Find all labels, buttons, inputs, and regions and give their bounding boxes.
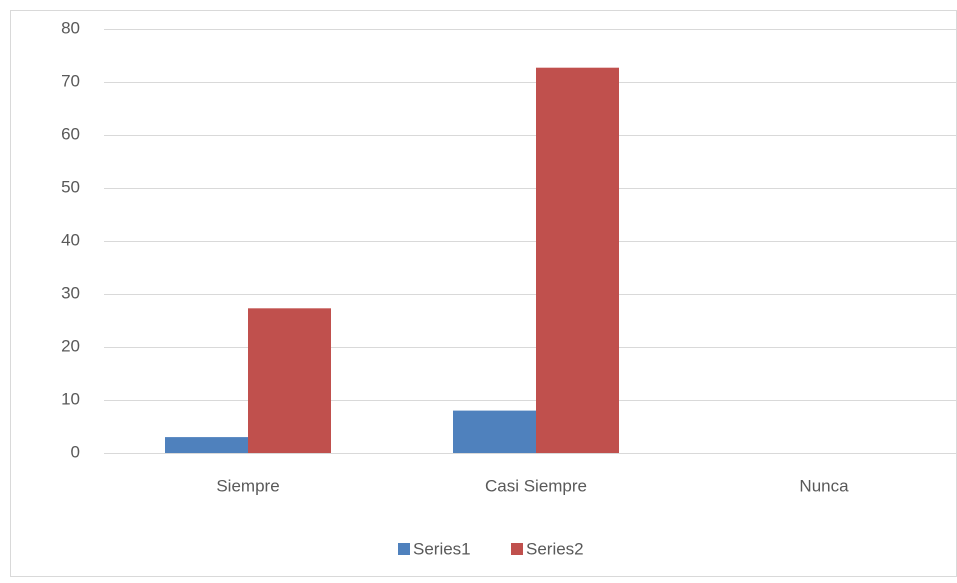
legend-label: Series2 bbox=[526, 539, 584, 558]
y-tick-label: 10 bbox=[61, 389, 80, 408]
bar bbox=[248, 308, 331, 453]
y-tick-label: 20 bbox=[61, 336, 80, 355]
y-tick-label: 40 bbox=[61, 230, 80, 249]
legend-swatch bbox=[511, 543, 523, 555]
x-tick-label: Siempre bbox=[216, 476, 279, 495]
y-tick-label: 30 bbox=[61, 283, 80, 302]
bar bbox=[536, 67, 619, 453]
legend-label: Series1 bbox=[413, 539, 471, 558]
legend-swatch bbox=[398, 543, 410, 555]
bar bbox=[453, 410, 536, 453]
x-tick-label: Nunca bbox=[799, 476, 849, 495]
bar bbox=[165, 437, 248, 453]
y-tick-label: 70 bbox=[61, 71, 80, 90]
y-tick-label: 80 bbox=[61, 18, 80, 37]
y-tick-label: 0 bbox=[71, 442, 80, 461]
y-tick-label: 60 bbox=[61, 124, 80, 143]
y-tick-label: 50 bbox=[61, 177, 80, 196]
chart-frame bbox=[10, 10, 957, 577]
x-tick-label: Casi Siempre bbox=[485, 476, 587, 495]
